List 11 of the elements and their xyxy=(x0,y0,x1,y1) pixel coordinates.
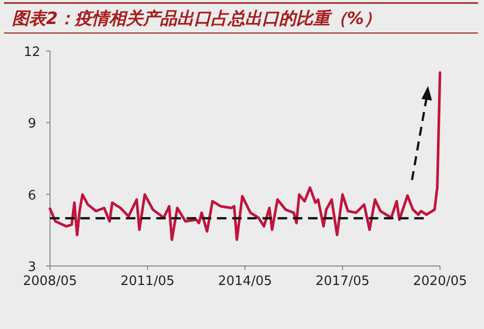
y-tick-label: 9 xyxy=(28,116,36,132)
y-tick-label: 3 xyxy=(28,260,36,275)
line-series xyxy=(48,71,442,242)
x-tick-label: 2020/05 xyxy=(412,274,468,289)
x-tick-label: 2017/05 xyxy=(315,274,370,289)
x-tick-label: 2011/05 xyxy=(120,274,175,289)
chart-title: 图表2：疫情相关产品出口占总出口的比重（%） xyxy=(12,9,381,29)
y-tick-label: 12 xyxy=(24,45,40,60)
x-tick-label: 2014/05 xyxy=(218,274,272,289)
x-tick-label: 2008/05 xyxy=(22,274,78,289)
y-tick-label: 6 xyxy=(28,188,36,204)
